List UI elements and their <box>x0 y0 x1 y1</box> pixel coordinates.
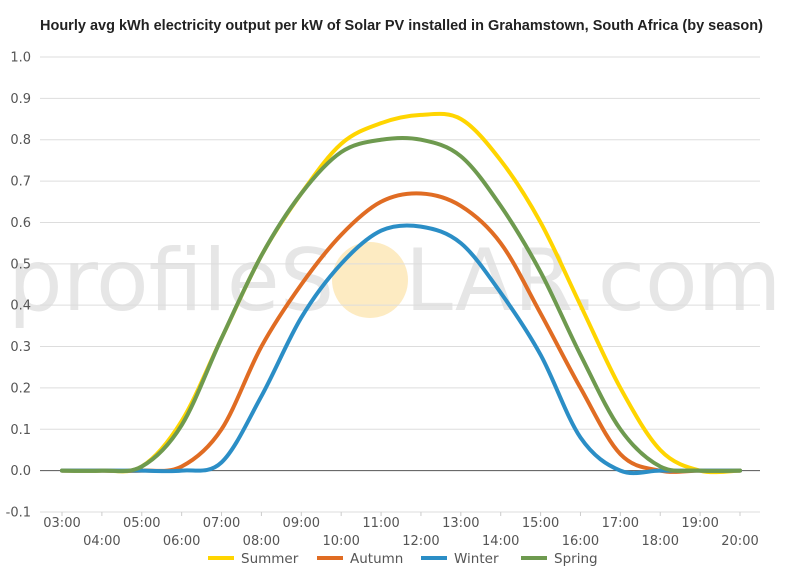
y-tick-label: 0.8 <box>10 133 31 148</box>
x-tick-label: 16:00 <box>562 534 599 549</box>
y-tick-label: 0.0 <box>10 464 31 479</box>
x-tick-label: 13:00 <box>442 516 479 531</box>
x-tick-label: 06:00 <box>163 534 200 549</box>
x-tick-label: 19:00 <box>681 516 718 531</box>
x-tick-label: 14:00 <box>482 534 519 549</box>
y-tick-label: -0.1 <box>6 506 31 521</box>
y-tick-label: 0.9 <box>10 92 31 107</box>
y-axis-ticks: -0.1 0.0 0.1 0.2 0.3 0.4 0.5 0.6 0.7 0.8 0.9 1.0 <box>6 51 31 521</box>
series-line-spring <box>60 135 742 474</box>
watermark-sun <box>332 242 408 318</box>
x-tick-label: 20:00 <box>721 534 758 549</box>
y-tick-label: 0.3 <box>10 340 31 355</box>
y-tick-label: 0.7 <box>10 175 31 190</box>
x-tick-label: 18:00 <box>642 534 679 549</box>
y-tick-label: 0.4 <box>10 299 31 314</box>
legend-label: Winter <box>454 551 499 567</box>
watermark: profileS LAR.com <box>8 231 781 331</box>
x-tick-label: 04:00 <box>83 534 120 549</box>
chart-title: Hourly avg kWh electricity output per kW… <box>40 18 763 34</box>
watermark-text-left: profileS <box>8 231 334 331</box>
y-tick-label: 0.6 <box>10 216 31 231</box>
grid-lines <box>40 56 760 513</box>
x-axis-ticks: 03:0004:0005:0006:0007:0008:0009:0010:00… <box>43 512 759 549</box>
x-tick-label: 09:00 <box>283 516 320 531</box>
x-tick-label: 07:00 <box>203 516 240 531</box>
x-tick-label: 12:00 <box>402 534 439 549</box>
x-tick-label: 17:00 <box>602 516 639 531</box>
x-tick-label: 08:00 <box>243 534 280 549</box>
y-tick-label: 0.2 <box>10 381 31 396</box>
legend-label: Autumn <box>350 551 403 567</box>
series-line-summer <box>60 111 742 475</box>
series-line-winter <box>60 223 742 476</box>
x-tick-label: 10:00 <box>322 534 359 549</box>
legend-label: Summer <box>241 551 299 567</box>
series-lines <box>60 111 742 476</box>
y-tick-label: 1.0 <box>10 51 31 66</box>
y-tick-label: 0.5 <box>10 257 31 272</box>
x-tick-label: 15:00 <box>522 516 559 531</box>
x-tick-label: 03:00 <box>43 516 80 531</box>
x-tick-label: 05:00 <box>123 516 160 531</box>
series-line-autumn <box>60 191 742 474</box>
x-tick-label: 11:00 <box>362 516 399 531</box>
legend-label: Spring <box>554 551 598 567</box>
legend: Summer Autumn Winter Spring <box>208 551 598 567</box>
y-tick-label: 0.1 <box>10 423 31 438</box>
